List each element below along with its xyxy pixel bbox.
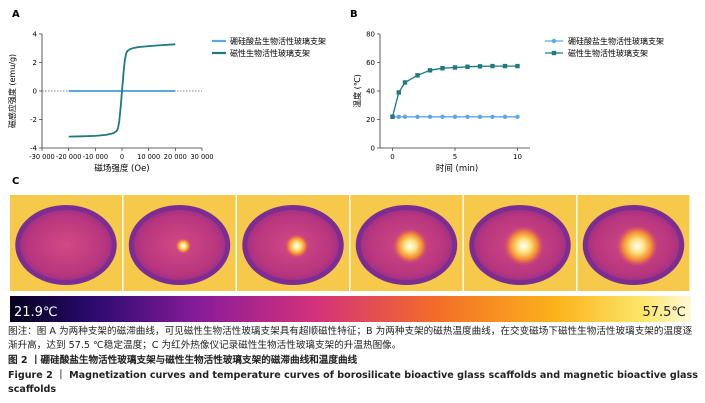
data-point-circle bbox=[465, 114, 470, 119]
y-tick-label: 0 bbox=[371, 145, 375, 153]
series-line-2 bbox=[391, 65, 518, 117]
thermal-image-sequence bbox=[10, 195, 690, 291]
data-point-circle bbox=[415, 114, 420, 119]
thermal-frame bbox=[577, 195, 690, 291]
legend-label: 硼硅酸盐生物活性玻璃支架 bbox=[568, 36, 664, 46]
thermal-frame bbox=[350, 195, 463, 291]
hot-spot bbox=[504, 226, 544, 266]
figure-title-zh: 图 2 丨硼硅酸盐生物活性玻璃支架与磁性生物活性玻璃支架的磁滞曲线和温度曲线 bbox=[8, 355, 358, 366]
panel-label-a: A bbox=[12, 9, 20, 20]
y-tick-label: 2 bbox=[33, 59, 37, 67]
y-tick-label: 4 bbox=[33, 31, 38, 39]
thermal-frame bbox=[10, 195, 122, 291]
x-tick-label: 5 bbox=[453, 153, 457, 161]
y-tick-label: -4 bbox=[30, 145, 38, 153]
data-point-circle bbox=[502, 114, 508, 119]
legend-label: 磁性生物活性玻璃支架 bbox=[230, 48, 310, 58]
y-axis-title: 温度 (℃) bbox=[352, 74, 362, 108]
temperature-chart: 0 5 10 0 20 40 60 80 时间 (min) 温度 (℃) 硼硅酸盐生物活性玻璃… bbox=[352, 31, 664, 175]
data-point-square bbox=[490, 63, 495, 69]
data-point-circle bbox=[452, 114, 458, 119]
x-tick-label: 10 000 bbox=[137, 153, 160, 161]
legend-marker bbox=[551, 50, 557, 56]
scale-max-label: 57.5℃ bbox=[642, 305, 686, 320]
x-axis-title: 时间 (min) bbox=[436, 163, 478, 174]
y-tick-label: 60 bbox=[366, 59, 375, 67]
x-tick-label: 0 bbox=[120, 153, 124, 161]
panel-label-c: C bbox=[12, 176, 19, 187]
y-tick-label: 40 bbox=[366, 88, 375, 96]
thermal-frame bbox=[123, 195, 236, 291]
data-point-square bbox=[515, 63, 520, 69]
x-axis-title: 磁场强度 (Oe) bbox=[94, 163, 149, 174]
data-point-square bbox=[477, 64, 483, 69]
data-point-square bbox=[465, 64, 470, 69]
x-tick-label: 30 000 bbox=[190, 153, 213, 161]
hysteresis-chart: -30 000 -20 000 -10 000 0 10 000 20 000 30 000… bbox=[7, 31, 326, 175]
data-point-circle bbox=[396, 114, 401, 119]
data-point-square bbox=[415, 73, 420, 78]
data-point-square bbox=[452, 65, 458, 70]
data-point-square bbox=[402, 80, 408, 85]
hot-spot bbox=[393, 228, 428, 264]
figure-title-en: Figure 2 ｜ Magnetization curves and temp… bbox=[8, 370, 698, 395]
series-line-2 bbox=[68, 43, 176, 138]
y-tick-label: 0 bbox=[33, 88, 37, 96]
data-point-circle bbox=[490, 114, 495, 119]
x-tick-label: -20 000 bbox=[56, 153, 81, 161]
x-tick-label: -10 000 bbox=[83, 153, 108, 161]
data-point-square bbox=[502, 63, 508, 69]
legend-marker bbox=[551, 38, 557, 44]
data-point-circle bbox=[515, 114, 520, 119]
data-point-circle bbox=[477, 114, 483, 119]
x-tick-label: 0 bbox=[390, 153, 394, 161]
y-tick-label: 80 bbox=[366, 31, 375, 39]
figure-note: 图注：图 A 为两种支架的磁滞曲线，可见磁性生物活性玻璃支架具有超顺磁性特征；B… bbox=[8, 326, 693, 351]
data-point-circle bbox=[427, 114, 433, 119]
y-tick-label: -2 bbox=[30, 116, 37, 124]
data-point-square bbox=[427, 68, 433, 73]
thermal-frame bbox=[237, 195, 349, 291]
data-point-square bbox=[390, 114, 395, 119]
data-point-square bbox=[440, 66, 445, 71]
thermal-color-scale bbox=[10, 296, 691, 322]
panel-label-b: B bbox=[350, 9, 358, 20]
data-point-circle bbox=[440, 114, 445, 119]
thermal-frame bbox=[464, 195, 576, 291]
x-tick-label: -30 000 bbox=[29, 153, 54, 161]
legend-label: 硼硅酸盐生物活性玻璃支架 bbox=[230, 36, 326, 46]
legend-label: 磁性生物活性玻璃支架 bbox=[568, 48, 648, 58]
hot-spot bbox=[285, 234, 309, 258]
data-point-square bbox=[396, 90, 401, 95]
y-tick-label: 20 bbox=[366, 116, 375, 124]
x-tick-label: 10 bbox=[513, 153, 522, 161]
hot-spot bbox=[616, 225, 658, 267]
hot-spot bbox=[175, 238, 191, 254]
scale-min-label: 21.9℃ bbox=[14, 305, 58, 320]
data-point-circle bbox=[402, 114, 408, 119]
x-tick-label: 20 000 bbox=[164, 153, 187, 161]
y-axis-title: 磁感应强度 (emu/g) bbox=[7, 54, 17, 128]
